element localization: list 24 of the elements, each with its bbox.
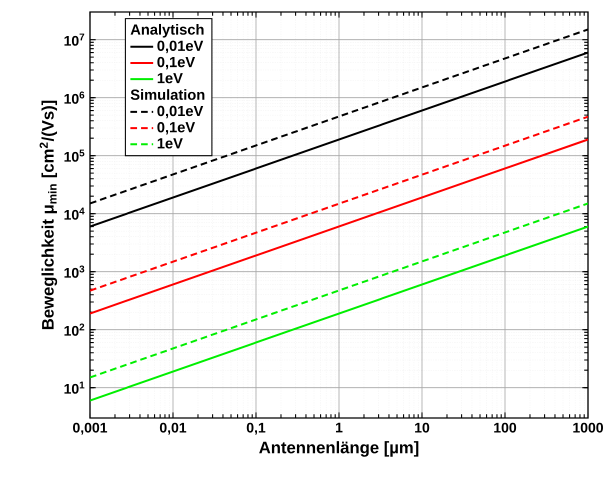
x-tick-label: 0,01 bbox=[160, 422, 186, 435]
legend-label: 0,1eV bbox=[157, 122, 196, 135]
y-tick-label: 10$^{3}$ bbox=[64, 266, 84, 278]
x-tick-label: 1 bbox=[336, 422, 342, 432]
legend-label: 0,1eV bbox=[157, 56, 196, 70]
x-tick-label: 10 bbox=[415, 422, 430, 433]
legend-title: Analytisch bbox=[130, 24, 204, 38]
legend-label: 0,01eV bbox=[157, 106, 204, 118]
legend-label: 1eV bbox=[158, 73, 183, 84]
x-tick-label: 100 bbox=[494, 422, 516, 433]
legend-label: 1eV bbox=[158, 138, 183, 148]
x-tick-label: 1000 bbox=[573, 422, 603, 433]
y-tick-label: 10$^{4}$ bbox=[64, 208, 85, 220]
x-axis-title: Antennenlänge [µm] bbox=[259, 441, 418, 457]
y-tick-label: 10$^{6}$ bbox=[64, 92, 84, 104]
legend-label: 0,01eV bbox=[157, 40, 204, 54]
y-tick-label: 10$^{2}$ bbox=[64, 324, 84, 336]
annotation: Simulation bbox=[130, 89, 204, 100]
y-tick-label: 10$^{5}$ bbox=[64, 150, 84, 162]
y-tick-label: 10$^{1}$ bbox=[64, 382, 84, 394]
x-tick-label: 0,1 bbox=[246, 422, 266, 435]
y-tick-label: 10$^{7}$ bbox=[64, 34, 84, 46]
x-tick-label: 0,001 bbox=[73, 422, 108, 435]
y-axis-title: Beweglichkeit μ$_{min}$ [cm$^{2}$/(Vs)] bbox=[40, 100, 58, 330]
